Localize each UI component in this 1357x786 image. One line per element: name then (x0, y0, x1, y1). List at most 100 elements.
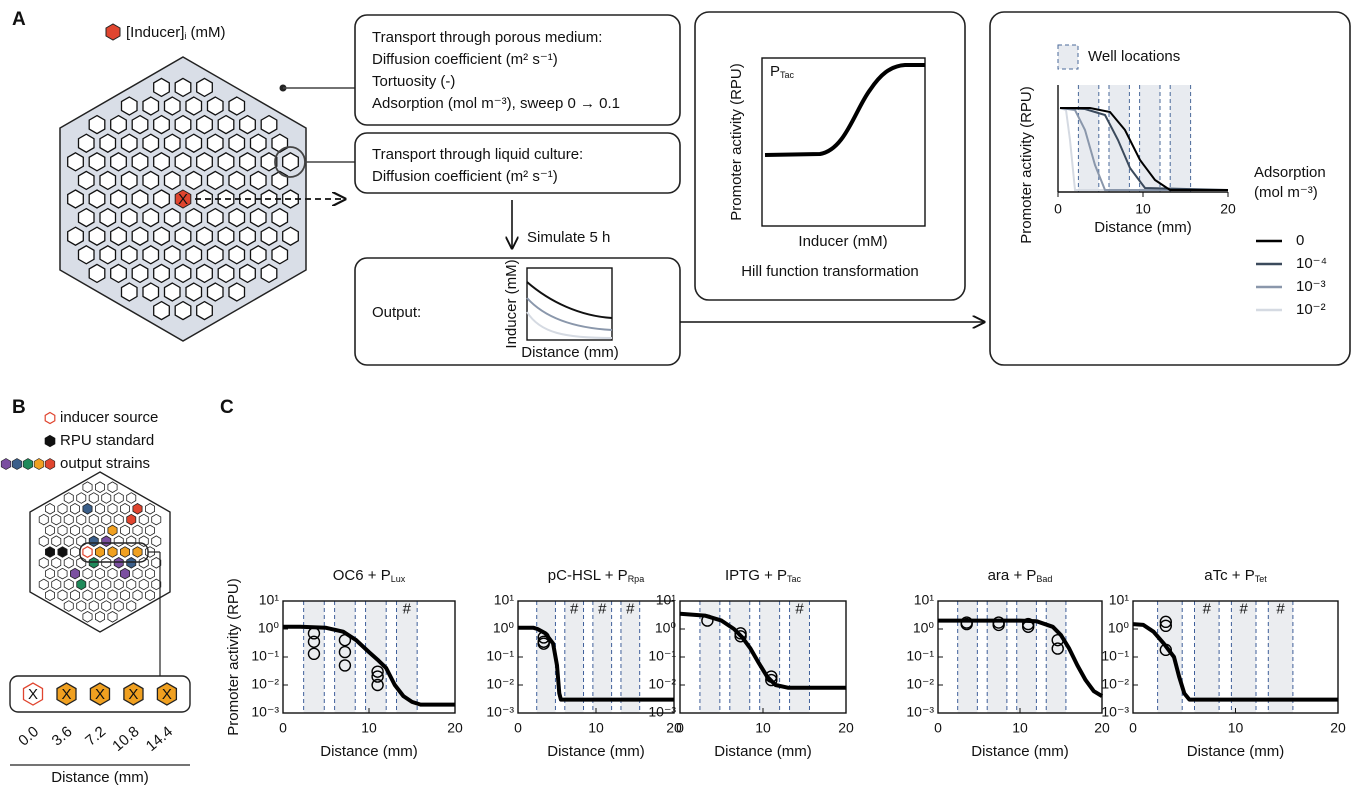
well (82, 524, 93, 537)
well (45, 503, 55, 515)
x-tick-label: 10 (361, 720, 377, 736)
y-axis-label: Inducer (mM) (503, 259, 520, 348)
well (142, 207, 160, 228)
distance-label: 14.4 (143, 723, 176, 755)
well (70, 589, 80, 601)
y-tick-label: 10¹ (259, 592, 280, 608)
x-tick-label: 20 (838, 720, 854, 736)
well (196, 263, 213, 284)
well (101, 513, 112, 526)
well (151, 578, 162, 591)
legend-sub: i (184, 31, 186, 41)
well-band (1139, 85, 1160, 192)
well (239, 114, 256, 135)
well (131, 152, 149, 172)
legend-title: Adsorption (1254, 164, 1326, 181)
well-band (592, 601, 612, 713)
well (206, 245, 224, 265)
y-tick-label: 10¹ (494, 592, 515, 608)
x-axis-label: Distance (mm) (1187, 743, 1285, 760)
well (132, 589, 143, 601)
y-tick-label: 10⁻² (906, 676, 934, 692)
x-tick-label: 20 (1330, 720, 1346, 736)
well (67, 226, 84, 246)
source-hex (174, 189, 192, 209)
legend-hex (44, 434, 56, 448)
well (196, 77, 213, 98)
data-point (1159, 615, 1173, 629)
title-main: ara + P (988, 567, 1037, 584)
well (99, 133, 117, 153)
data-point (371, 670, 384, 683)
well (132, 546, 143, 558)
well (163, 207, 181, 228)
well-band (699, 601, 720, 713)
x-axis-label: Distance (mm) (51, 769, 149, 786)
well (151, 535, 162, 547)
y-tick-label: 10⁻¹ (486, 648, 514, 664)
well (107, 567, 118, 580)
well (271, 207, 289, 228)
output-label: Output: (372, 304, 421, 321)
output-well (89, 682, 111, 706)
y-tick-label: 10⁻² (251, 676, 279, 692)
well (163, 170, 181, 191)
well (57, 503, 68, 515)
legend-label: 0 (1296, 232, 1304, 249)
well (120, 567, 131, 580)
data-point (537, 631, 550, 644)
well (51, 557, 62, 569)
box-text: Transport through porous medium: (372, 29, 602, 46)
distance-label: 0.0 (15, 723, 42, 749)
well (131, 114, 149, 135)
x-tick-label: 10 (755, 720, 771, 736)
step-label: Simulate 5 h (527, 229, 610, 246)
y-tick-label: 10¹ (656, 592, 677, 608)
well (70, 567, 80, 580)
well (88, 114, 106, 135)
well (249, 245, 267, 265)
well (217, 263, 235, 284)
legend-title: (mol m⁻³) (1254, 184, 1318, 201)
well-band (729, 601, 750, 713)
source-mark: X (178, 191, 188, 208)
well (101, 578, 112, 591)
well (153, 263, 170, 284)
well (63, 557, 74, 569)
data-point (1021, 620, 1035, 633)
y-tick-label: 10¹ (1109, 592, 1130, 608)
model-curve (518, 625, 674, 702)
x-tick-label: 0 (1129, 720, 1137, 736)
data-point (1051, 633, 1064, 647)
well-band (396, 601, 418, 713)
legend-label: 10⁻² (1296, 301, 1326, 318)
well (99, 207, 117, 228)
hill-plot (761, 57, 926, 227)
well (110, 226, 127, 246)
well (260, 226, 278, 246)
well (63, 513, 74, 526)
well (239, 263, 256, 284)
y-tick-label: 10⁰ (258, 620, 280, 636)
well-mark: X (28, 686, 38, 703)
well (107, 481, 118, 493)
well (228, 96, 246, 116)
title-sub: Tac (787, 574, 802, 584)
distance-label: 7.2 (82, 723, 109, 749)
well (153, 77, 170, 98)
well (107, 589, 118, 601)
well (260, 114, 278, 135)
y-tick-label: 10⁻³ (906, 704, 934, 720)
legend-hex (33, 458, 45, 470)
well (120, 96, 138, 116)
well (163, 245, 181, 265)
well (228, 170, 246, 191)
legend-hex (11, 458, 23, 470)
well (77, 170, 95, 191)
well (88, 152, 106, 172)
x-axis-label: Distance (mm) (971, 743, 1069, 760)
well (271, 133, 289, 153)
y-tick-label: 10⁻² (1101, 676, 1129, 692)
x-axis-label: Distance (mm) (1094, 219, 1192, 236)
